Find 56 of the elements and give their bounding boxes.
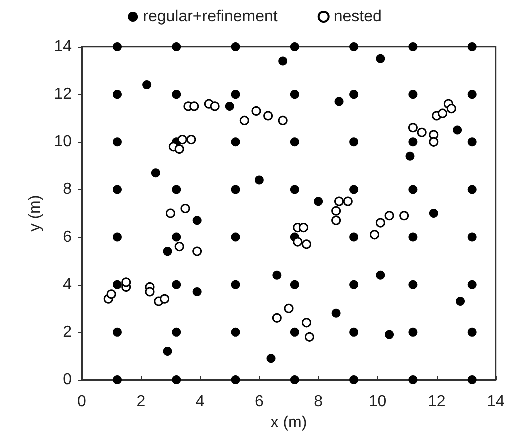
- x-tick-label: 2: [136, 394, 146, 410]
- point: [302, 240, 312, 250]
- point: [343, 196, 353, 206]
- point: [160, 294, 170, 304]
- point: [332, 206, 342, 216]
- point: [272, 313, 282, 323]
- point: [299, 223, 309, 233]
- y-tick-label: 6: [63, 228, 72, 246]
- point: [178, 135, 188, 145]
- point: [284, 304, 294, 314]
- point: [332, 216, 342, 226]
- point: [408, 123, 418, 133]
- point: [376, 218, 386, 228]
- x-tick-label: 0: [78, 394, 87, 410]
- point: [252, 106, 262, 116]
- point: [166, 208, 176, 218]
- point: [278, 116, 288, 126]
- point: [106, 290, 116, 300]
- point: [370, 230, 380, 240]
- x-tick-label: 10: [368, 394, 387, 410]
- x-tick-label: 6: [254, 394, 264, 410]
- point: [334, 196, 344, 206]
- legend-label: nested: [334, 8, 382, 26]
- x-tick-label: 12: [428, 394, 446, 410]
- point: [174, 144, 184, 154]
- x-axis-title: x (m): [270, 414, 308, 432]
- point: [122, 278, 132, 288]
- point: [400, 211, 410, 221]
- point: [417, 128, 427, 138]
- y-tick-label: 0: [63, 372, 72, 388]
- y-axis-title: y (m): [26, 195, 44, 232]
- x-tick-label: 8: [314, 394, 324, 410]
- legend-label: regular+refinement: [143, 8, 278, 26]
- point: [429, 137, 439, 147]
- point: [190, 102, 200, 112]
- y-tick-label: 12: [54, 86, 72, 104]
- y-tick-label: 2: [63, 324, 72, 341]
- point: [210, 102, 220, 112]
- x-tick-label: 14: [487, 394, 505, 410]
- x-tick-label: 4: [196, 394, 205, 410]
- y-tick-label: 10: [54, 134, 72, 151]
- point: [446, 104, 456, 114]
- point: [384, 211, 394, 221]
- y-tick-label: 14: [54, 38, 72, 56]
- point: [180, 204, 190, 214]
- point: [192, 246, 202, 256]
- point: [264, 111, 274, 121]
- point: [174, 242, 184, 252]
- point: [240, 116, 250, 126]
- y-tick-label: 8: [63, 181, 72, 198]
- y-tick-label: 4: [63, 276, 72, 294]
- point: [304, 332, 314, 342]
- point: [438, 108, 448, 118]
- point: [145, 287, 155, 297]
- point: [302, 318, 312, 328]
- point: [186, 135, 196, 145]
